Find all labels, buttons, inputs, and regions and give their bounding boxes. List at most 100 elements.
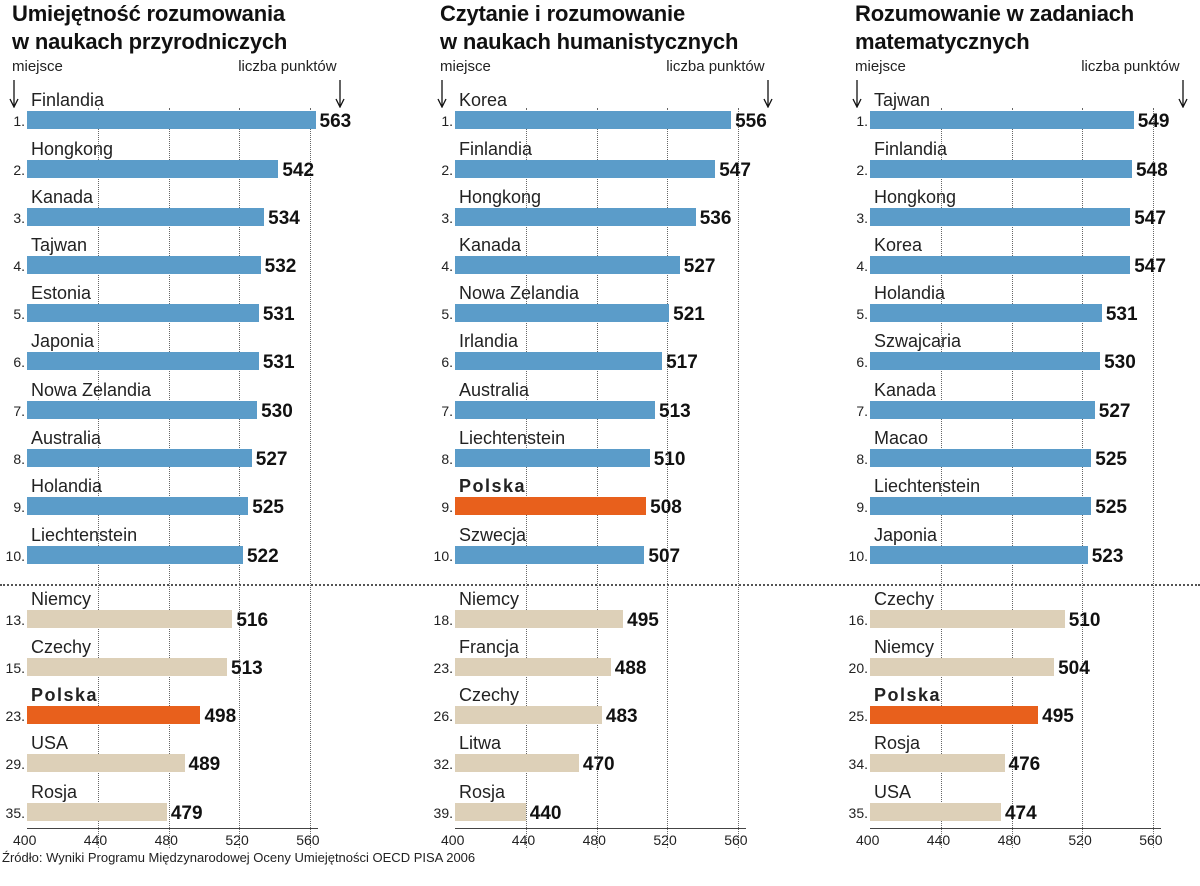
rank-label: 29. — [5, 756, 25, 772]
rank-label: 3. — [441, 210, 453, 226]
rank-label: 6. — [13, 354, 25, 370]
bar — [455, 497, 647, 515]
panel-title-line: w naukach humanistycznych — [440, 29, 739, 54]
bar — [27, 449, 252, 467]
x-tick-label: 560 — [296, 832, 320, 848]
value-label: 495 — [627, 610, 659, 631]
country-label: Rosja — [874, 733, 921, 753]
bar — [870, 208, 1131, 226]
value-label: 556 — [735, 111, 767, 132]
x-axis-line — [455, 828, 747, 829]
value-label: 523 — [1091, 546, 1124, 567]
gridline — [1011, 108, 1013, 848]
bar — [455, 304, 670, 322]
rank-label: 4. — [856, 258, 868, 274]
panel-title-line: Czytanie i rozumowanie — [440, 1, 685, 26]
country-label: Holandia — [31, 476, 103, 496]
bar — [27, 401, 258, 419]
rank-label: 15. — [5, 660, 25, 676]
gridline — [239, 108, 241, 848]
value-label: 488 — [614, 658, 647, 679]
panel-title-line: Umiejętność rozumowania — [12, 1, 285, 26]
bar — [870, 352, 1101, 370]
value-label: 563 — [319, 111, 352, 132]
value-label: 470 — [582, 754, 615, 775]
x-tick-label: 440 — [83, 832, 108, 848]
value-label: 510 — [653, 449, 686, 470]
bar — [455, 706, 602, 724]
rank-label: 35. — [848, 805, 868, 821]
rank-label: 23. — [5, 708, 25, 724]
country-label: Litwa — [459, 733, 502, 753]
value-label: 483 — [605, 706, 638, 727]
x-tick-label: 480 — [582, 832, 606, 848]
x-tick-label: 440 — [511, 832, 536, 848]
value-label: 495 — [1042, 706, 1074, 727]
rank-label: 2. — [441, 162, 453, 178]
bar — [455, 111, 732, 129]
country-label: Niemcy — [459, 589, 520, 609]
country-label: Szwecja — [459, 525, 527, 545]
value-label: 440 — [529, 803, 562, 824]
value-label: 531 — [1105, 304, 1138, 325]
place-arrow-icon — [852, 80, 862, 108]
rank-label: 26. — [433, 708, 453, 724]
panel-title-3: Rozumowanie w zadaniach matematycznych — [855, 0, 1134, 56]
rank-label: 34. — [848, 756, 868, 772]
gridline — [1153, 108, 1155, 848]
country-label: Kanada — [31, 187, 94, 207]
rank-label: 1. — [856, 113, 868, 129]
country-label: Finlandia — [874, 139, 948, 159]
x-tick-label: 480 — [997, 832, 1021, 848]
place-header: miejsce — [440, 58, 491, 75]
value-label: 513 — [659, 401, 691, 422]
rank-label: 35. — [5, 805, 25, 821]
rank-label: 3. — [13, 210, 25, 226]
rank-label: 10. — [433, 548, 453, 564]
x-tick-label: 480 — [154, 832, 178, 848]
country-label: Francja — [459, 637, 520, 657]
x-tick-label: 440 — [926, 832, 951, 848]
gridline — [667, 108, 669, 848]
value-label: 530 — [261, 401, 293, 422]
bar — [27, 160, 279, 178]
value-label: 513 — [231, 658, 263, 679]
value-label: 531 — [262, 304, 295, 325]
value-label: 542 — [282, 160, 315, 181]
rank-label: 25. — [848, 708, 868, 724]
bar — [870, 754, 1005, 772]
rank-label: 4. — [441, 258, 453, 274]
country-label: Finlandia — [459, 139, 533, 159]
country-label: Japonia — [874, 525, 938, 545]
bar — [455, 401, 655, 419]
x-tick-label: 520 — [1068, 832, 1092, 848]
x-tick-label: 400 — [13, 832, 37, 848]
gridline — [525, 108, 527, 848]
country-label: Rosja — [31, 782, 78, 802]
country-label: Macao — [874, 428, 929, 448]
points-arrow-icon — [1178, 80, 1188, 108]
value-label: 531 — [262, 352, 295, 373]
bar — [27, 610, 233, 628]
rank-label: 20. — [848, 660, 868, 676]
rank-label: 9. — [441, 499, 453, 515]
country-label: Rosja — [459, 782, 506, 802]
value-label: 521 — [673, 304, 705, 325]
rank-label: 10. — [848, 548, 868, 564]
x-tick-label: 560 — [724, 832, 748, 848]
rank-label: 16. — [848, 612, 868, 628]
rank-label: 5. — [13, 306, 25, 322]
country-label: Estonia — [31, 283, 92, 303]
country-label: Hongkong — [874, 187, 957, 207]
bar — [870, 610, 1065, 628]
country-label: Kanada — [874, 380, 937, 400]
source-note: Źródło: Wyniki Programu Międzynarodowej … — [2, 850, 476, 865]
country-label: Korea — [874, 235, 923, 255]
value-label: 527 — [683, 256, 716, 277]
x-tick-label: 520 — [225, 832, 249, 848]
x-tick-label: 560 — [1139, 832, 1163, 848]
country-label: Niemcy — [874, 637, 935, 657]
country-label: Hongkong — [459, 187, 542, 207]
rank-label: 1. — [441, 113, 453, 129]
